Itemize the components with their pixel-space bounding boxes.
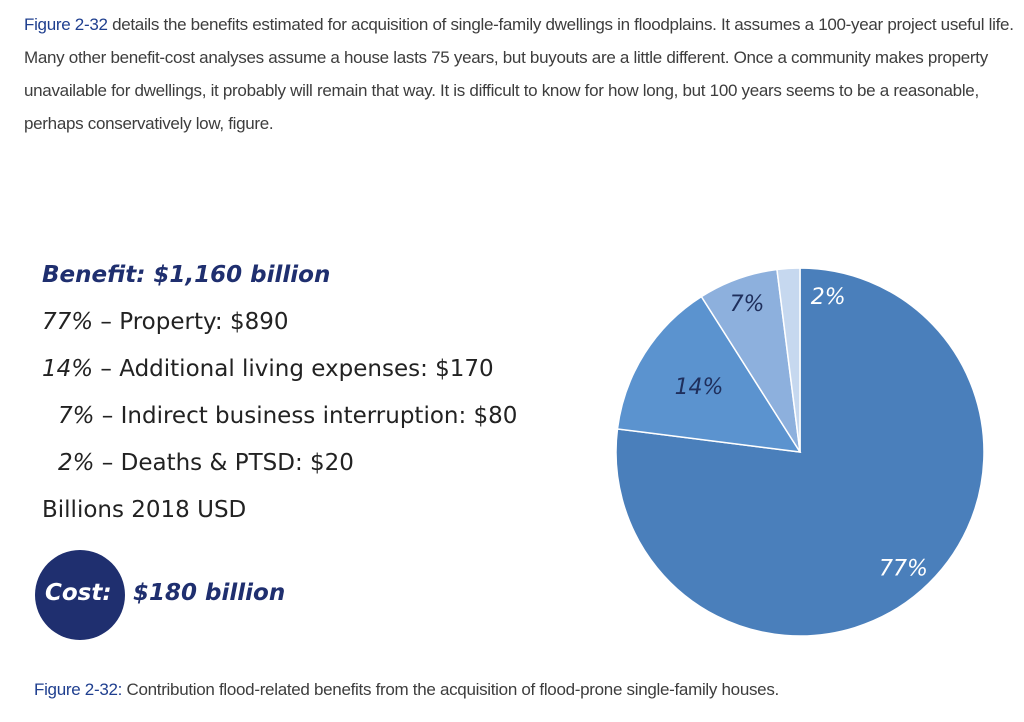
benefit-item: 7% – Indirect business interruption: $80	[42, 403, 517, 450]
item-pct: 2%	[58, 450, 95, 476]
intro-paragraph: Figure 2-32 details the benefits estimat…	[24, 8, 1014, 140]
item-pct: 77%	[42, 309, 94, 335]
item-text: – Deaths & PTSD: $20	[94, 450, 354, 476]
figure-ref: Figure 2-32	[24, 15, 108, 34]
slice-label: 7%	[730, 292, 765, 317]
cost-value: $180 billion	[133, 580, 286, 606]
slice-label: 2%	[811, 285, 846, 310]
pie-slice	[616, 295, 802, 453]
item-text: – Indirect business interruption: $80	[94, 403, 518, 429]
item-pct: 7%	[58, 403, 95, 429]
item-text: – Additional living expenses: $170	[93, 356, 494, 382]
benefit-title: Benefit: $1,160 billion	[42, 262, 331, 288]
benefit-item: 2% – Deaths & PTSD: $20	[42, 450, 517, 497]
slice-label: 77%	[879, 556, 928, 581]
caption-text: Contribution flood-related benefits from…	[122, 680, 779, 699]
units: Billions 2018 USD	[42, 497, 247, 523]
slice-label: 14%	[675, 375, 724, 400]
caption: Figure 2-32: Contribution flood-related …	[34, 680, 779, 700]
benefit-item: 77% – Property: $890	[42, 309, 517, 356]
pie-chart: 77% 14% 7% 2%	[615, 267, 985, 637]
items: 77% – Property: $890 14% – Additional liv…	[42, 309, 517, 497]
item-text: – Property: $890	[93, 309, 289, 335]
pie-slice	[776, 267, 801, 453]
item-pct: 14%	[42, 356, 94, 382]
intro-text: details the benefits estimated for acqui…	[24, 15, 1014, 133]
cost-label: Cost:	[45, 580, 112, 606]
pie-slice	[615, 267, 985, 637]
benefit-item: 14% – Additional living expenses: $170	[42, 356, 517, 403]
benefit-list: Benefit: $1,160 billion 77% – Property: …	[42, 262, 517, 544]
caption-ref: Figure 2-32:	[34, 680, 123, 699]
cost-circle	[35, 550, 125, 640]
